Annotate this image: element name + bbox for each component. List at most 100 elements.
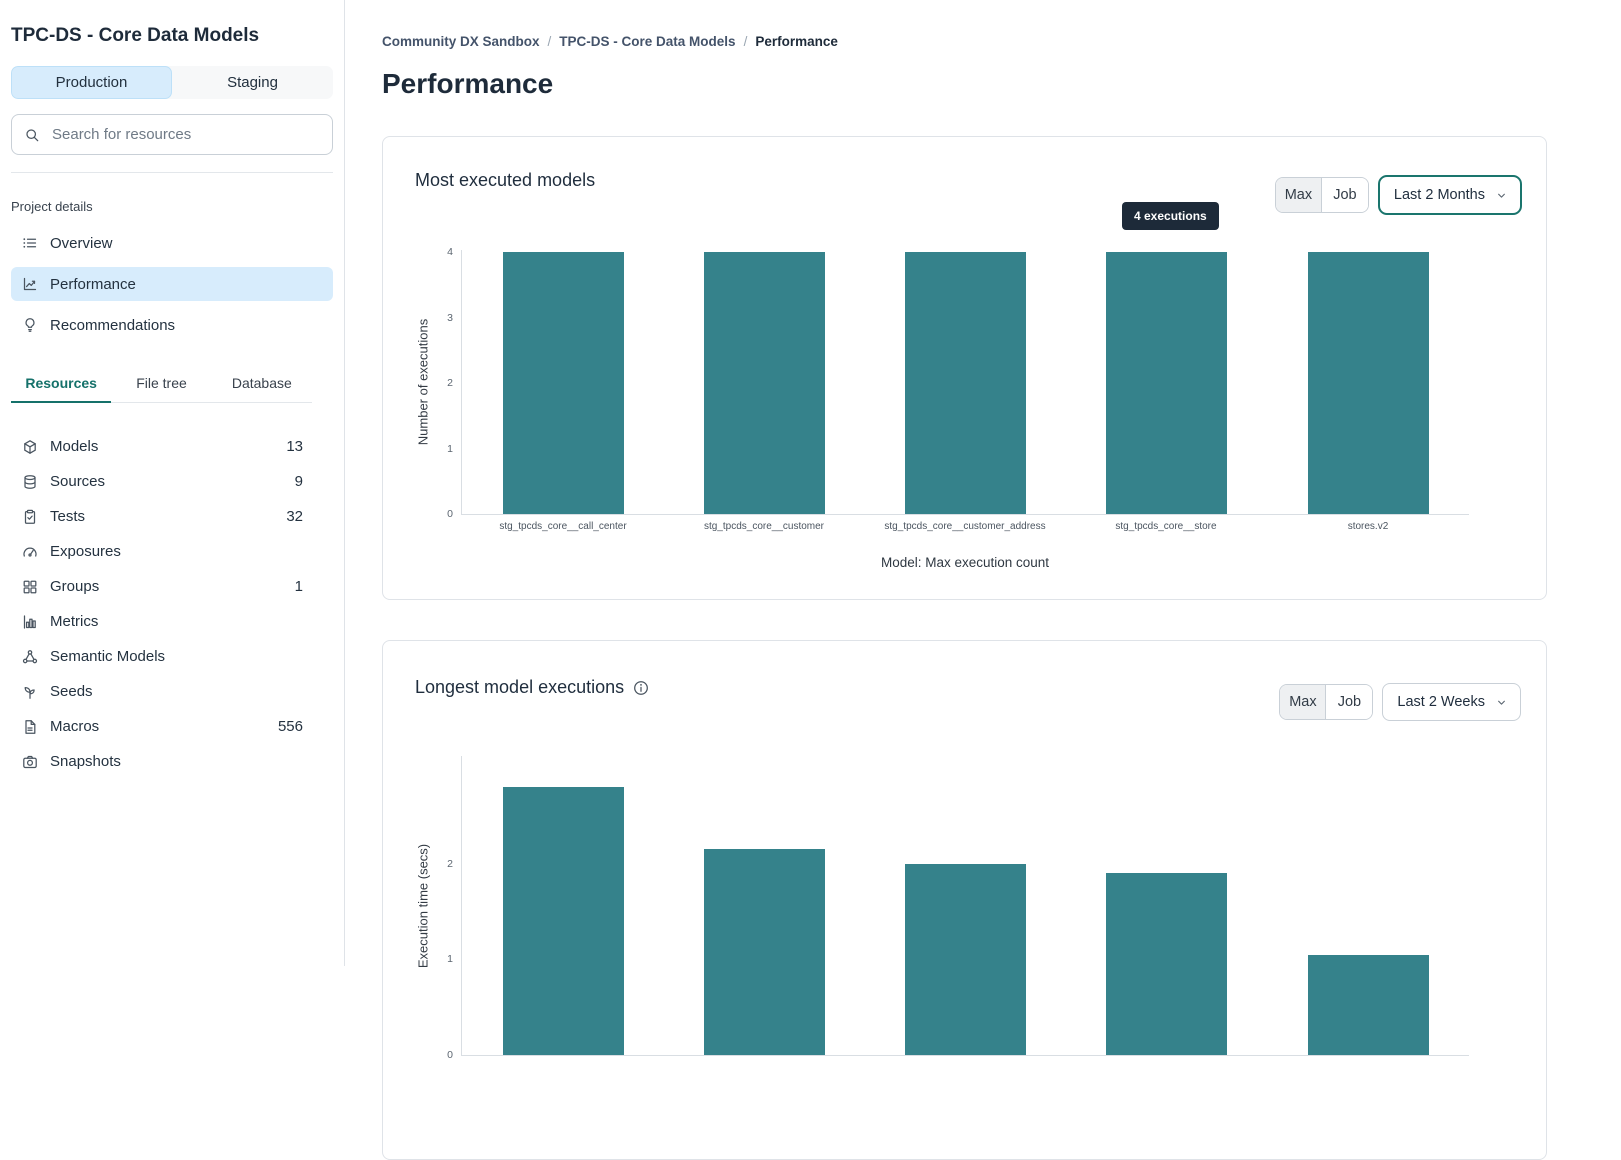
card-title: Most executed models (415, 170, 595, 191)
tab-file-tree[interactable]: File tree (136, 375, 187, 391)
resource-item-semantic-models[interactable]: Semantic Models (11, 639, 303, 674)
resource-label: Snapshots (50, 753, 121, 770)
chevron-down-icon (1495, 696, 1508, 709)
x-tick-label: stg_tpcds_core__customer_address (884, 521, 1046, 532)
breadcrumb-separator: / (743, 34, 748, 49)
bar-stg-tpcds-core-call-center[interactable] (502, 252, 624, 514)
resource-label: Groups (50, 578, 100, 595)
resource-label: Exposures (50, 543, 121, 560)
clipboard-check-icon (22, 509, 38, 525)
resource-item-groups[interactable]: Groups 1 (11, 569, 303, 604)
breadcrumb-separator: / (547, 34, 552, 49)
y-axis-line (461, 250, 462, 514)
y-axis-title: Number of executions (415, 318, 431, 446)
breadcrumb-tpc-ds-core-data-models[interactable]: TPC-DS - Core Data Models (559, 34, 736, 49)
bar-model-1[interactable] (502, 787, 624, 1055)
project-title: TPC-DS - Core Data Models (11, 25, 260, 46)
x-axis-line (461, 514, 1469, 515)
job-toggle-button[interactable]: Job (1321, 178, 1368, 212)
production-tab[interactable]: Production (11, 66, 172, 99)
resource-item-macros[interactable]: Macros 556 (11, 709, 303, 744)
lightbulb-icon (22, 317, 38, 333)
resource-count: 9 (294, 473, 303, 490)
most-executed-models-card: Most executed models Max Job Last 2 Mont… (382, 136, 1547, 600)
chart-tooltip: 4 executions (1122, 202, 1219, 230)
database-icon (22, 474, 38, 490)
list-icon (22, 235, 38, 251)
card-title-text: Longest model executions (415, 677, 625, 697)
date-range-select[interactable]: Last 2 Weeks (1382, 683, 1521, 721)
tab-resources[interactable]: Resources (11, 368, 112, 403)
y-tick-label: 1 (447, 953, 453, 966)
line-chart-icon (22, 276, 38, 292)
x-tick-label: stg_tpcds_core__call_center (499, 521, 627, 532)
x-tick-label: stores.v2 (1347, 521, 1389, 532)
sidebar-item-performance[interactable]: Performance (11, 267, 333, 301)
environment-toggle: Production Staging (11, 66, 333, 99)
x-tick-label: stg_tpcds_core__customer (703, 521, 825, 532)
y-tick-label: 2 (447, 857, 453, 870)
search-box[interactable] (11, 114, 333, 155)
aggregation-toggle: Max Job (1274, 177, 1369, 213)
breadcrumb-community-dx-sandbox[interactable]: Community DX Sandbox (382, 34, 540, 49)
bar-stores-v2[interactable] (1307, 252, 1429, 514)
search-input[interactable] (50, 125, 320, 144)
search-icon (24, 127, 40, 143)
resource-count: 1 (294, 578, 303, 595)
camera-icon (22, 754, 38, 770)
y-tick-label: 3 (447, 311, 453, 324)
bar-model-3[interactable] (904, 864, 1026, 1055)
resource-item-exposures[interactable]: Exposures (11, 534, 303, 569)
document-icon (22, 719, 38, 735)
y-tick-label: 0 (447, 1049, 453, 1061)
sidebar-item-label: Recommendations (50, 316, 176, 334)
resource-item-sources[interactable]: Sources 9 (11, 464, 303, 499)
y-tick-label: 4 (447, 246, 453, 258)
card-title-text: Most executed models (415, 170, 596, 190)
bar-stg-tpcds-core-store[interactable] (1105, 252, 1227, 514)
job-toggle-button[interactable]: Job (1326, 685, 1373, 719)
resource-item-seeds[interactable]: Seeds (11, 674, 303, 709)
resource-label: Sources (50, 473, 106, 490)
sidebar-item-label: Overview (50, 234, 113, 252)
bar-model-5[interactable] (1307, 955, 1429, 1055)
sidebar-item-label: Performance (50, 275, 136, 293)
most-executed-models-chart: 0 1 2 3 4 Number of executions stg_tpcds_core_… (383, 137, 1546, 599)
y-tick-label: 0 (447, 508, 453, 520)
resource-item-snapshots[interactable]: Snapshots (11, 744, 303, 779)
max-toggle-button[interactable]: Max (1280, 685, 1327, 719)
resource-item-metrics[interactable]: Metrics (11, 604, 303, 639)
sidebar-item-recommendations[interactable]: Recommendations (11, 308, 333, 342)
bar-stg-tpcds-core-customer[interactable] (703, 252, 825, 514)
breadcrumb-performance: Performance (755, 34, 838, 49)
card-title: Longest model executions (415, 677, 649, 698)
info-icon[interactable] (633, 680, 649, 696)
x-tick-label: stg_tpcds_core__store (1115, 521, 1217, 532)
staging-tab[interactable]: Staging (172, 66, 333, 99)
resource-list: Models 13 Sources 9 Tests 32 Exposures Groups 1 M… (11, 429, 333, 779)
date-range-select[interactable]: Last 2 Months (1377, 175, 1522, 215)
sidebar: TPC-DS - Core Data Models Production Sta… (0, 0, 345, 966)
gauge-icon (22, 544, 38, 560)
bar-stg-tpcds-core-customer-address[interactable] (904, 252, 1026, 514)
max-toggle-button[interactable]: Max (1275, 178, 1322, 212)
resource-item-models[interactable]: Models 13 (11, 429, 303, 464)
resource-label: Macros (50, 718, 100, 735)
resource-label: Semantic Models (50, 648, 166, 665)
y-tick-label: 1 (447, 442, 453, 455)
main-content: Community DX Sandbox / TPC-DS - Core Data … (345, 0, 1621, 1160)
bar-model-2[interactable] (703, 849, 825, 1055)
resource-count: 13 (286, 438, 303, 455)
aggregation-toggle: Max Job (1279, 684, 1374, 720)
bar-model-4[interactable] (1105, 873, 1227, 1055)
y-tick-label: 2 (447, 377, 453, 389)
y-axis-line (461, 756, 462, 1055)
longest-model-executions-chart: 0 1 2 Execution time (secs) (383, 641, 1546, 1159)
breadcrumb: Community DX Sandbox / TPC-DS - Core Data … (382, 32, 1621, 52)
sidebar-item-overview[interactable]: Overview (11, 226, 333, 260)
chevron-down-icon (1495, 189, 1508, 202)
resource-count: 32 (286, 508, 303, 525)
tab-database[interactable]: Database (231, 375, 292, 391)
resource-label: Models (50, 438, 99, 455)
resource-item-tests[interactable]: Tests 32 (11, 499, 303, 534)
